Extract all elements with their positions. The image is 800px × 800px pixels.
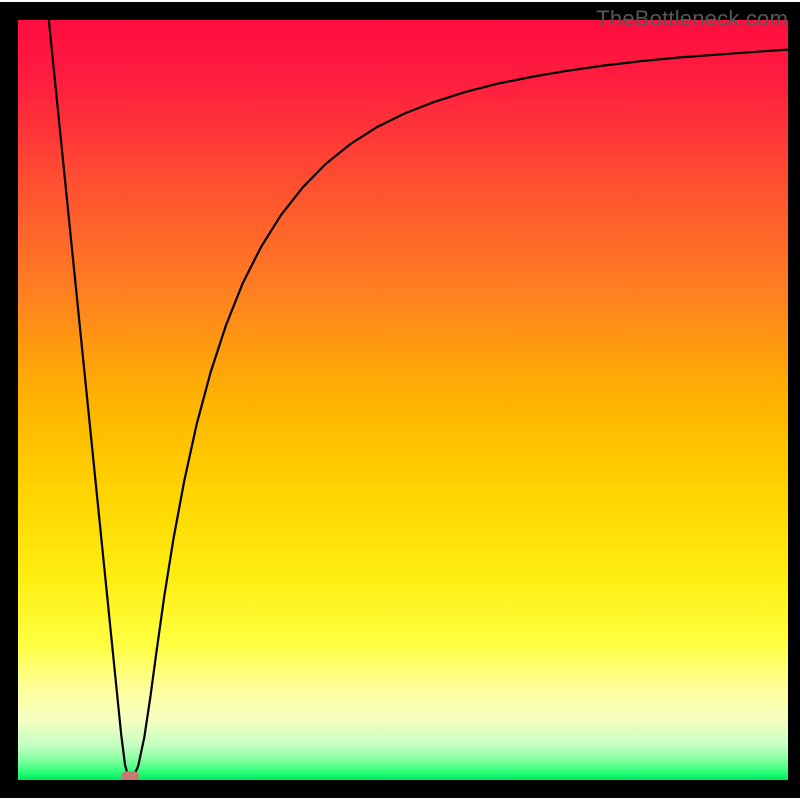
minimum-marker — [121, 771, 139, 781]
bottleneck-curve-chart — [0, 0, 800, 800]
watermark-text: TheBottleneck.com — [596, 6, 788, 32]
chart-background — [18, 20, 788, 780]
chart-container: TheBottleneck.com — [0, 0, 800, 800]
